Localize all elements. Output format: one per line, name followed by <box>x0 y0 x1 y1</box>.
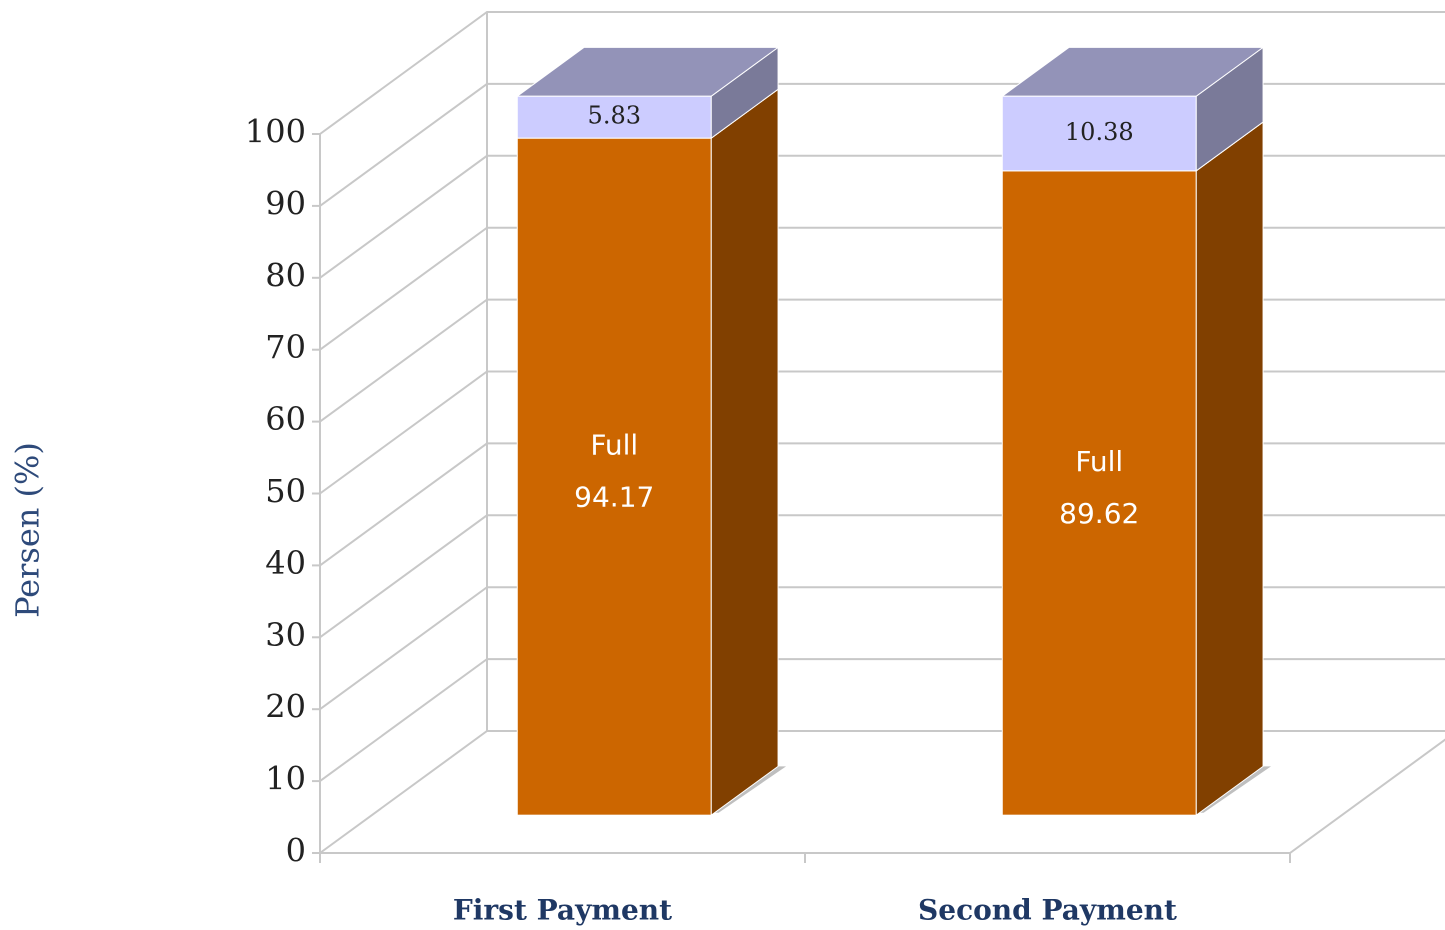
data-label: 94.17 <box>574 481 654 514</box>
y-axis-label: Persen (%) <box>9 442 47 618</box>
y-tick-label: 50 <box>265 472 306 510</box>
bar-top <box>1000 46 1265 97</box>
grid-line <box>319 370 1445 495</box>
grid-line <box>319 442 1445 567</box>
y-tick-label: 20 <box>265 688 306 726</box>
y-tick-label: 40 <box>265 544 306 582</box>
floor-line <box>320 738 1445 854</box>
data-label: 5.83 <box>588 102 641 130</box>
bar-segment <box>1001 170 1197 816</box>
grid-line <box>319 730 1445 854</box>
bar-side <box>1195 121 1264 817</box>
grid-line <box>319 514 1445 639</box>
data-label-name: Full <box>1075 445 1123 478</box>
data-label-name: Full <box>590 429 638 462</box>
y-tick-label: 80 <box>265 256 306 294</box>
data-label: 10.38 <box>1065 118 1134 146</box>
y-tick-label: 70 <box>265 328 306 366</box>
bar-segment <box>1001 95 1197 172</box>
bar-segment <box>516 137 712 816</box>
x-tick-label: Second Payment <box>918 894 1177 927</box>
y-tick-label: 10 <box>265 760 306 798</box>
data-label: 89.62 <box>1059 497 1139 530</box>
bar-top <box>515 46 780 97</box>
grid-line <box>319 82 1445 207</box>
y-tick-label: 30 <box>265 616 306 654</box>
grid-line <box>319 658 1445 782</box>
bar-side <box>710 88 779 817</box>
x-tick-label: First Payment <box>453 894 672 927</box>
y-tick-label: 100 <box>245 113 306 151</box>
grid-line <box>319 298 1445 423</box>
y-tick-label: 60 <box>265 400 306 438</box>
grid-line <box>319 154 1445 279</box>
bar-segment <box>516 95 712 139</box>
y-tick-label: 90 <box>265 184 306 222</box>
grid-line <box>319 11 1445 135</box>
grid-line <box>319 226 1445 351</box>
y-tick-label: 0 <box>286 832 306 870</box>
grid-line <box>319 586 1445 711</box>
